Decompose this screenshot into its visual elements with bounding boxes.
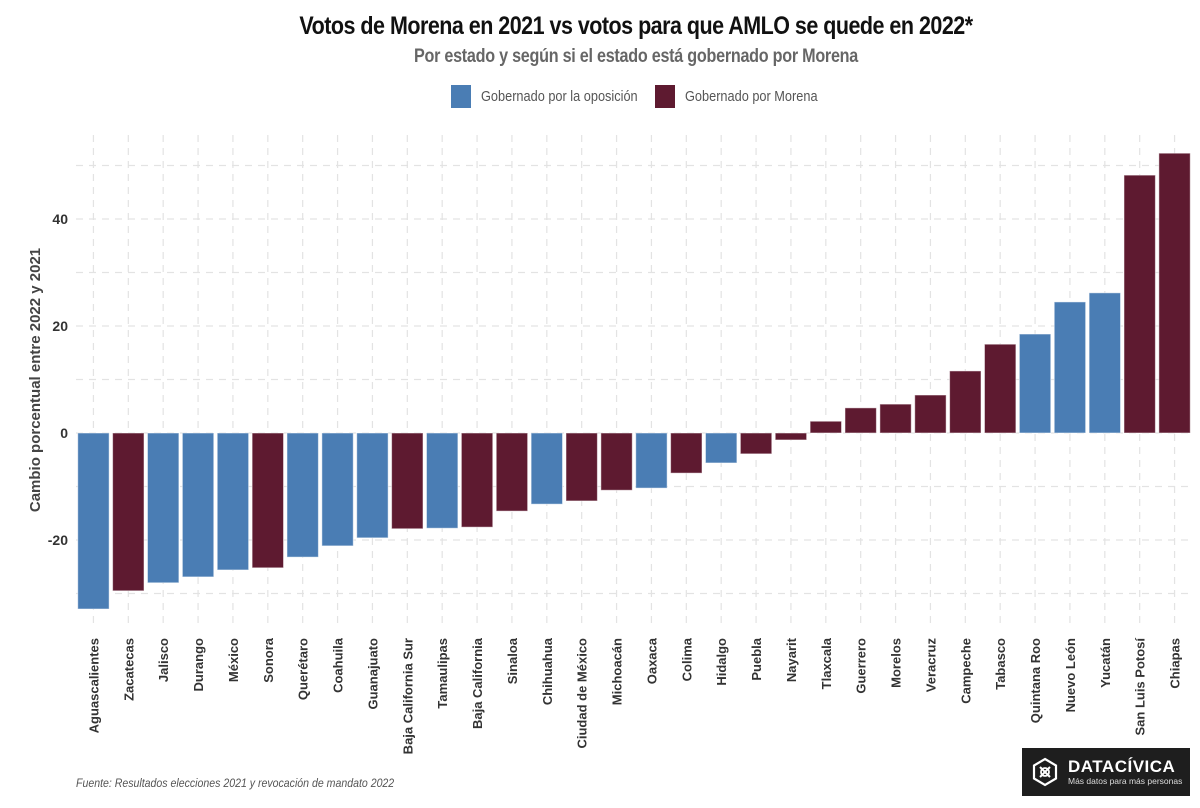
x-tick-label: Jalisco [156,638,171,682]
x-tick-label: Sonora [261,637,276,683]
x-tick-label: Chihuahua [540,637,555,705]
legend-swatch-opposition [450,85,471,108]
bar-tabasco [983,343,1017,434]
bar-durango [181,432,215,578]
bar-chiapas [1158,152,1191,434]
x-tick-label: Aguascalientes [86,638,101,733]
bar-morelos [879,403,912,434]
bar-sinaloa [495,432,529,512]
legend: Gobernado por la oposición Gobernado por… [0,85,1200,108]
x-tick-label: Zacatecas [121,638,136,701]
source-note: Fuente: Resultados elecciones 2021 y rev… [76,776,395,790]
x-axis-ticks: Aguascalientes Zacatecas Jalisco Durango Méx… [86,637,1182,754]
x-tick-label: Hidalgo [714,638,729,686]
x-tick-label: Oaxaca [644,637,659,684]
x-tick-label: Yucatán [1098,638,1113,688]
bars [77,152,1191,610]
datacivica-logo-icon [1032,757,1058,787]
x-tick-label: Chiapas [1168,638,1183,689]
x-tick-label: Tamaulipas [435,638,450,709]
bar-queretaro [286,432,319,558]
bar-oaxaca [635,432,668,489]
bar-nuevo-leon [1053,301,1087,434]
bar-jalisco [146,432,180,584]
bar-guanajuato [356,432,389,539]
bar-tamaulipas [425,432,459,529]
x-tick-label: Quintana Roo [1028,638,1043,723]
x-tick-label: Querétaro [296,638,311,700]
x-tick-label: México [226,638,241,682]
logo-tagline: Más datos para más personas [1068,776,1183,786]
bar-veracruz [914,394,947,434]
bar-colima [670,432,703,474]
x-tick-label: San Luis Potosí [1133,638,1148,736]
bar-coahuila [321,432,354,547]
bar-yucatan [1088,292,1122,434]
y-tick-label: 40 [52,211,68,227]
x-tick-label: Puebla [749,637,764,680]
legend-label-opposition: Gobernado por la oposición [480,88,638,105]
x-tick-label: Guerrero [854,638,869,694]
chart-title: Votos de Morena en 2021 vs votos para qu… [299,12,973,40]
x-tick-label: Campeche [958,638,973,704]
bar-chihuahua [530,432,564,505]
x-tick-label: Sinaloa [505,637,520,684]
bar-campeche [949,370,982,434]
x-tick-label: Morelos [889,638,904,688]
bar-puebla [739,432,773,455]
bar-tlaxcala [809,420,843,434]
legend-item-morena: Gobernado por Morena [655,85,821,108]
datacivica-logo: DATACÍVICA Más datos para más personas [1022,748,1190,796]
x-tick-label: Tabasco [993,638,1008,690]
x-tick-label: Ciudad de México [575,638,590,749]
legend-label-morena: Gobernado por Morena [685,88,818,105]
legend-item-opposition: Gobernado por la oposición [450,85,645,108]
y-tick-label: 20 [52,318,68,334]
y-axis-ticks: -20 0 20 40 [48,211,68,548]
y-axis-label: Cambio porcentual entre 2022 y 2021 [27,248,44,512]
x-tick-label: Veracruz [923,638,938,693]
logo-name: DATACÍVICA [1068,757,1176,776]
x-tick-label: Tlaxcala [819,637,834,689]
x-tick-label: Guanajuato [365,638,380,710]
bar-ciudad-de-mexico [565,432,598,502]
bar-sonora [251,432,285,569]
bar-aguascalientes [77,432,110,610]
bar-hidalgo [704,432,738,464]
x-tick-label: Nuevo León [1063,638,1078,712]
x-tick-label: Baja California Sur [400,638,415,754]
x-tick-label: Colima [679,637,694,681]
bar-guerrero [844,407,877,434]
bar-quintana-roo [1018,333,1052,434]
x-tick-label: Durango [191,638,206,692]
legend-swatch-morena [655,85,676,108]
bar-nayarit [774,432,808,441]
bar-zacatecas [112,432,145,592]
x-tick-label: Michoacán [610,638,625,705]
bar-baja-california [460,432,494,528]
y-tick-label: 0 [60,425,68,441]
chart-subtitle: Por estado y según si el estado está gob… [413,46,859,67]
bar-michoacan [600,432,633,491]
x-tick-label: Nayarit [784,637,799,682]
x-tick-label: Coahuila [331,637,346,693]
bar-baja-california-sur [391,432,424,530]
x-tick-label: Baja California [470,637,485,729]
bar-mexico [216,432,250,571]
y-tick-label: -20 [48,532,68,548]
bar-san-luis-potosi [1123,174,1156,434]
